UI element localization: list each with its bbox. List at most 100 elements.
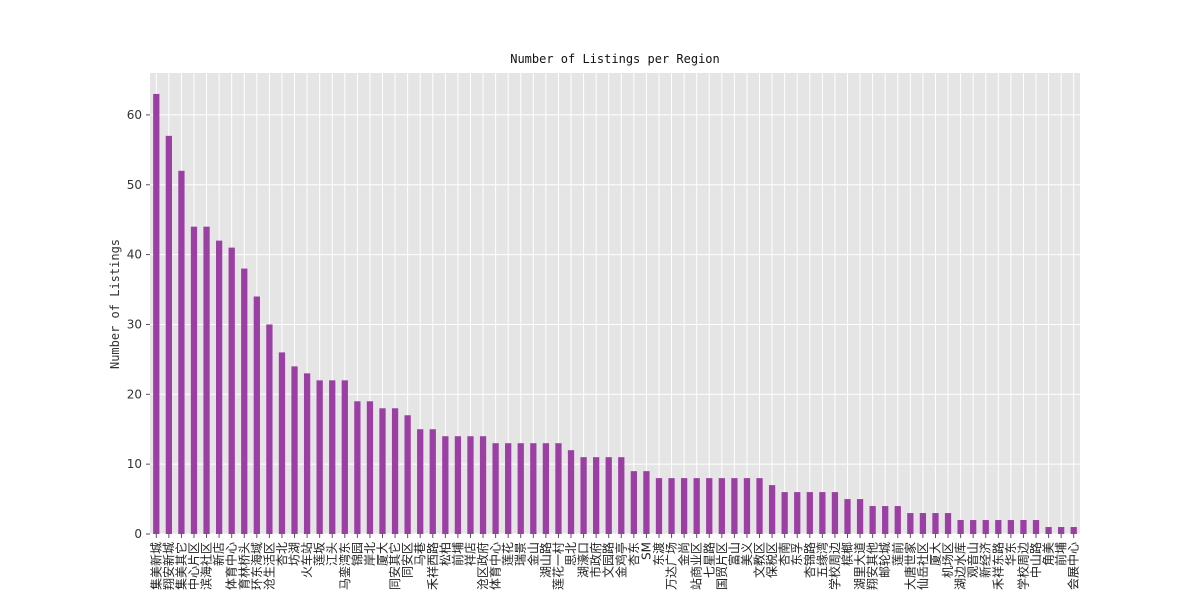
x-tick-label: 环东海域 xyxy=(249,542,264,590)
bar xyxy=(1007,520,1015,534)
bar xyxy=(291,366,298,534)
bar xyxy=(341,380,348,534)
bar xyxy=(492,443,499,534)
bar xyxy=(831,492,839,534)
bar xyxy=(530,443,537,534)
bar xyxy=(856,499,864,534)
x-tick-label: 机场区 xyxy=(941,542,955,578)
bar xyxy=(354,401,361,534)
bar xyxy=(379,408,386,534)
y-axis-label: Number of Listings xyxy=(108,239,122,369)
x-tick-label: 文教区 xyxy=(752,542,767,578)
y-tick-label: 60 xyxy=(127,108,142,122)
x-tick-label: 前埔 xyxy=(450,542,465,566)
bar xyxy=(542,443,550,534)
x-tick-label: 学校周边 xyxy=(827,542,842,590)
bar xyxy=(680,478,688,534)
x-tick-label: 松柏 xyxy=(437,542,452,566)
bar xyxy=(429,429,436,534)
bar xyxy=(919,513,927,534)
bar xyxy=(467,436,474,534)
x-tick-label: 瑞景 xyxy=(514,542,528,566)
bar xyxy=(417,429,424,534)
x-tick-label: 中心片区 xyxy=(186,542,201,590)
x-tick-label: 杏北 xyxy=(275,542,289,566)
x-tick-label: 美义 xyxy=(740,542,754,566)
x-tick-label: 仙岳社区 xyxy=(915,542,930,590)
x-tick-label: 莲花一村 xyxy=(550,542,565,590)
bar xyxy=(517,443,524,534)
x-tick-label: 厦大 xyxy=(928,542,942,566)
bar xyxy=(329,380,336,534)
x-tick-label: 滨海社区 xyxy=(199,542,214,590)
bar xyxy=(190,226,198,534)
x-tick-label: 莲坂 xyxy=(313,542,327,566)
bar xyxy=(391,408,399,534)
x-tick-label: 观音山 xyxy=(965,542,980,578)
x-tick-label: 金鸡亭 xyxy=(613,542,628,578)
x-tick-label: 集美其它 xyxy=(173,542,188,590)
bar xyxy=(1070,527,1077,534)
x-tick-label: 杏东 xyxy=(627,542,641,566)
x-tick-label: 同安其它 xyxy=(387,542,402,590)
x-tick-label: 湖山路 xyxy=(538,542,553,578)
x-tick-label: 沧区政府 xyxy=(475,542,490,590)
x-tick-label: 岸北 xyxy=(363,542,377,566)
x-tick-label: 五缘湾 xyxy=(814,542,829,578)
x-tick-label: 邮轮城 xyxy=(878,542,892,578)
bar xyxy=(505,443,512,534)
bar xyxy=(894,506,901,534)
x-tick-label: 保税区 xyxy=(765,542,779,578)
bar xyxy=(303,373,311,534)
bar xyxy=(970,520,977,534)
bar xyxy=(618,457,625,534)
plot-area: 0102030405060集美新城翔安新城集美其它中心片区滨海社区新店体育中心育… xyxy=(127,73,1081,590)
x-tick-label: 思北 xyxy=(564,542,578,566)
x-tick-label: 体育中心 xyxy=(488,542,503,590)
x-tick-label: 沧生活区 xyxy=(261,542,276,590)
bar xyxy=(768,485,776,534)
bar xyxy=(266,324,273,534)
bar xyxy=(844,499,851,534)
x-tick-label: 育林桥头 xyxy=(236,542,251,590)
x-tick-label: 中山路 xyxy=(1028,542,1043,578)
bar xyxy=(718,478,725,534)
bar xyxy=(555,443,562,534)
bar xyxy=(944,513,952,534)
x-tick-label: 禾祥东路 xyxy=(990,542,1005,590)
bar xyxy=(153,93,160,535)
bar xyxy=(1020,520,1027,534)
bar xyxy=(278,352,286,534)
bar xyxy=(454,436,462,534)
y-tick-label: 50 xyxy=(127,178,142,192)
x-tick-label: 东孚 xyxy=(790,542,804,566)
bar xyxy=(819,492,826,534)
x-tick-label: 文园路 xyxy=(601,542,616,578)
bar xyxy=(241,268,248,534)
x-tick-label: 禾祥西路 xyxy=(425,542,440,590)
x-tick-label: 体育中心 xyxy=(224,542,239,590)
x-tick-label: 湖濠口 xyxy=(576,542,591,578)
bar xyxy=(643,471,650,534)
bar xyxy=(366,401,374,534)
x-tick-label: 江头 xyxy=(325,542,339,566)
x-tick-label: 翔安新城 xyxy=(161,542,176,590)
x-tick-label: SM xyxy=(639,542,653,560)
x-tick-label: 金尚 xyxy=(676,542,691,566)
x-tick-label: 新店 xyxy=(211,542,226,566)
x-tick-label: 锦园 xyxy=(350,542,364,566)
bar xyxy=(580,457,587,534)
bar xyxy=(781,492,788,534)
plot-background xyxy=(150,73,1080,534)
bar xyxy=(982,520,989,534)
x-tick-label: 厦大 xyxy=(376,542,390,566)
x-tick-label: 国贸片区 xyxy=(715,542,729,590)
y-tick-label: 20 xyxy=(127,387,142,401)
x-tick-label: 东渡 xyxy=(651,542,666,566)
bar xyxy=(215,240,223,535)
x-tick-label: 市政府 xyxy=(588,542,603,578)
bar xyxy=(1032,520,1040,534)
x-tick-label: 华东 xyxy=(1004,542,1018,566)
bar xyxy=(630,471,637,534)
